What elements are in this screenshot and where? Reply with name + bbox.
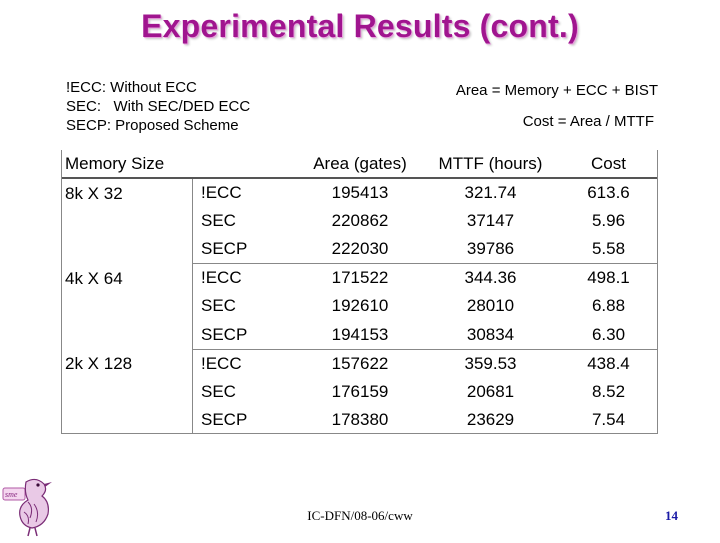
cost-cell: 498.1 xyxy=(587,268,630,288)
header-area: Area (gates) xyxy=(298,150,422,179)
area-cell: 178380 xyxy=(331,409,389,429)
table-row: SEC 192610 28010 6.88 xyxy=(61,292,658,320)
table-row: SECP 178380 23629 7.54 xyxy=(61,406,658,434)
cost-cell: 6.30 xyxy=(559,320,658,350)
table-row: SECP 194153 30834 6.30 xyxy=(61,320,658,350)
bird-logo-icon: sme xyxy=(2,472,56,538)
table-row: 4k X 64 !ECC 171522 344.36 498.1 xyxy=(61,263,658,350)
area-cell: 171522 xyxy=(331,268,389,288)
svg-text:sme: sme xyxy=(5,490,18,499)
area-cell: 195413 xyxy=(331,183,389,203)
variant-cell: !ECC xyxy=(201,353,242,373)
mttf-cell: 344.36 xyxy=(464,268,517,288)
area-cell: 222030 xyxy=(298,235,422,265)
cost-formula: Cost = Area / MTTF xyxy=(522,113,654,130)
variant-cell: SEC xyxy=(201,381,236,401)
mttf-cell: 37147 xyxy=(466,211,515,231)
mttf-cell: 359.53 xyxy=(464,353,517,373)
cost-cell: 7.54 xyxy=(591,409,626,429)
cost-cell: 8.52 xyxy=(591,381,626,401)
variant-cell: SEC xyxy=(201,211,236,231)
legend-line-no-ecc: !ECC: Without ECC xyxy=(66,79,197,96)
variant-cell: SECP xyxy=(192,235,298,265)
area-cell: 192610 xyxy=(331,296,389,316)
cost-cell: 6.88 xyxy=(591,296,626,316)
header-cost: Cost xyxy=(559,150,658,179)
variant-cell: SEC xyxy=(201,296,236,316)
footer-text: IC-DFN/08-06/cww xyxy=(307,508,413,523)
table-header-row: Memory Size Area (gates) MTTF (hours) Co… xyxy=(61,150,658,179)
cost-cell: 5.58 xyxy=(559,235,658,265)
results-table: Memory Size Area (gates) MTTF (hours) Co… xyxy=(61,150,658,434)
page-number: 14 xyxy=(665,508,678,523)
mttf-cell: 23629 xyxy=(466,409,515,429)
mttf-cell: 28010 xyxy=(466,296,515,316)
variant-cell: SECP xyxy=(201,409,248,429)
mttf-cell: 39786 xyxy=(422,235,559,265)
cost-cell: 5.96 xyxy=(591,211,626,231)
variant-cell: !ECC xyxy=(201,183,242,203)
table-row: 2k X 128 !ECC 157622 359.53 438.4 xyxy=(61,349,658,434)
table-row: SEC 176159 20681 8.52 xyxy=(61,378,658,406)
cost-cell: 613.6 xyxy=(587,183,630,203)
area-cell: 220862 xyxy=(331,211,389,231)
table-row: SECP 222030 39786 5.58 xyxy=(61,235,658,265)
area-cell: 176159 xyxy=(331,381,389,401)
mttf-cell: 321.74 xyxy=(464,183,517,203)
table-row: 8k X 32 !ECC 195413 321.74 613.6 xyxy=(61,178,658,264)
legend-line-secp: SECP: Proposed Scheme xyxy=(66,117,239,134)
area-cell: 194153 xyxy=(298,320,422,350)
legend-line-sec: SEC: With SEC/DED ECC xyxy=(66,98,251,115)
abbreviation-legend: !ECC: Without ECC SEC: With SEC/DED ECC … xyxy=(66,78,250,135)
memory-size-cell: 2k X 128 xyxy=(61,349,193,434)
memory-size-cell: 4k X 64 xyxy=(61,263,193,350)
memory-size-cell: 8k X 32 xyxy=(61,178,193,264)
variant-cell: SECP xyxy=(192,320,298,350)
area-cell: 157622 xyxy=(331,353,389,373)
mttf-cell: 20681 xyxy=(466,381,515,401)
cost-cell: 438.4 xyxy=(587,353,630,373)
header-memory-size: Memory Size xyxy=(61,150,298,179)
mttf-cell: 30834 xyxy=(422,320,559,350)
area-formula: Area = Memory + ECC + BIST xyxy=(455,82,658,99)
table-row: SEC 220862 37147 5.96 xyxy=(61,207,658,235)
slide-title: Experimental Results (cont.) xyxy=(141,8,579,44)
variant-cell: !ECC xyxy=(201,268,242,288)
header-mttf: MTTF (hours) xyxy=(422,150,559,179)
